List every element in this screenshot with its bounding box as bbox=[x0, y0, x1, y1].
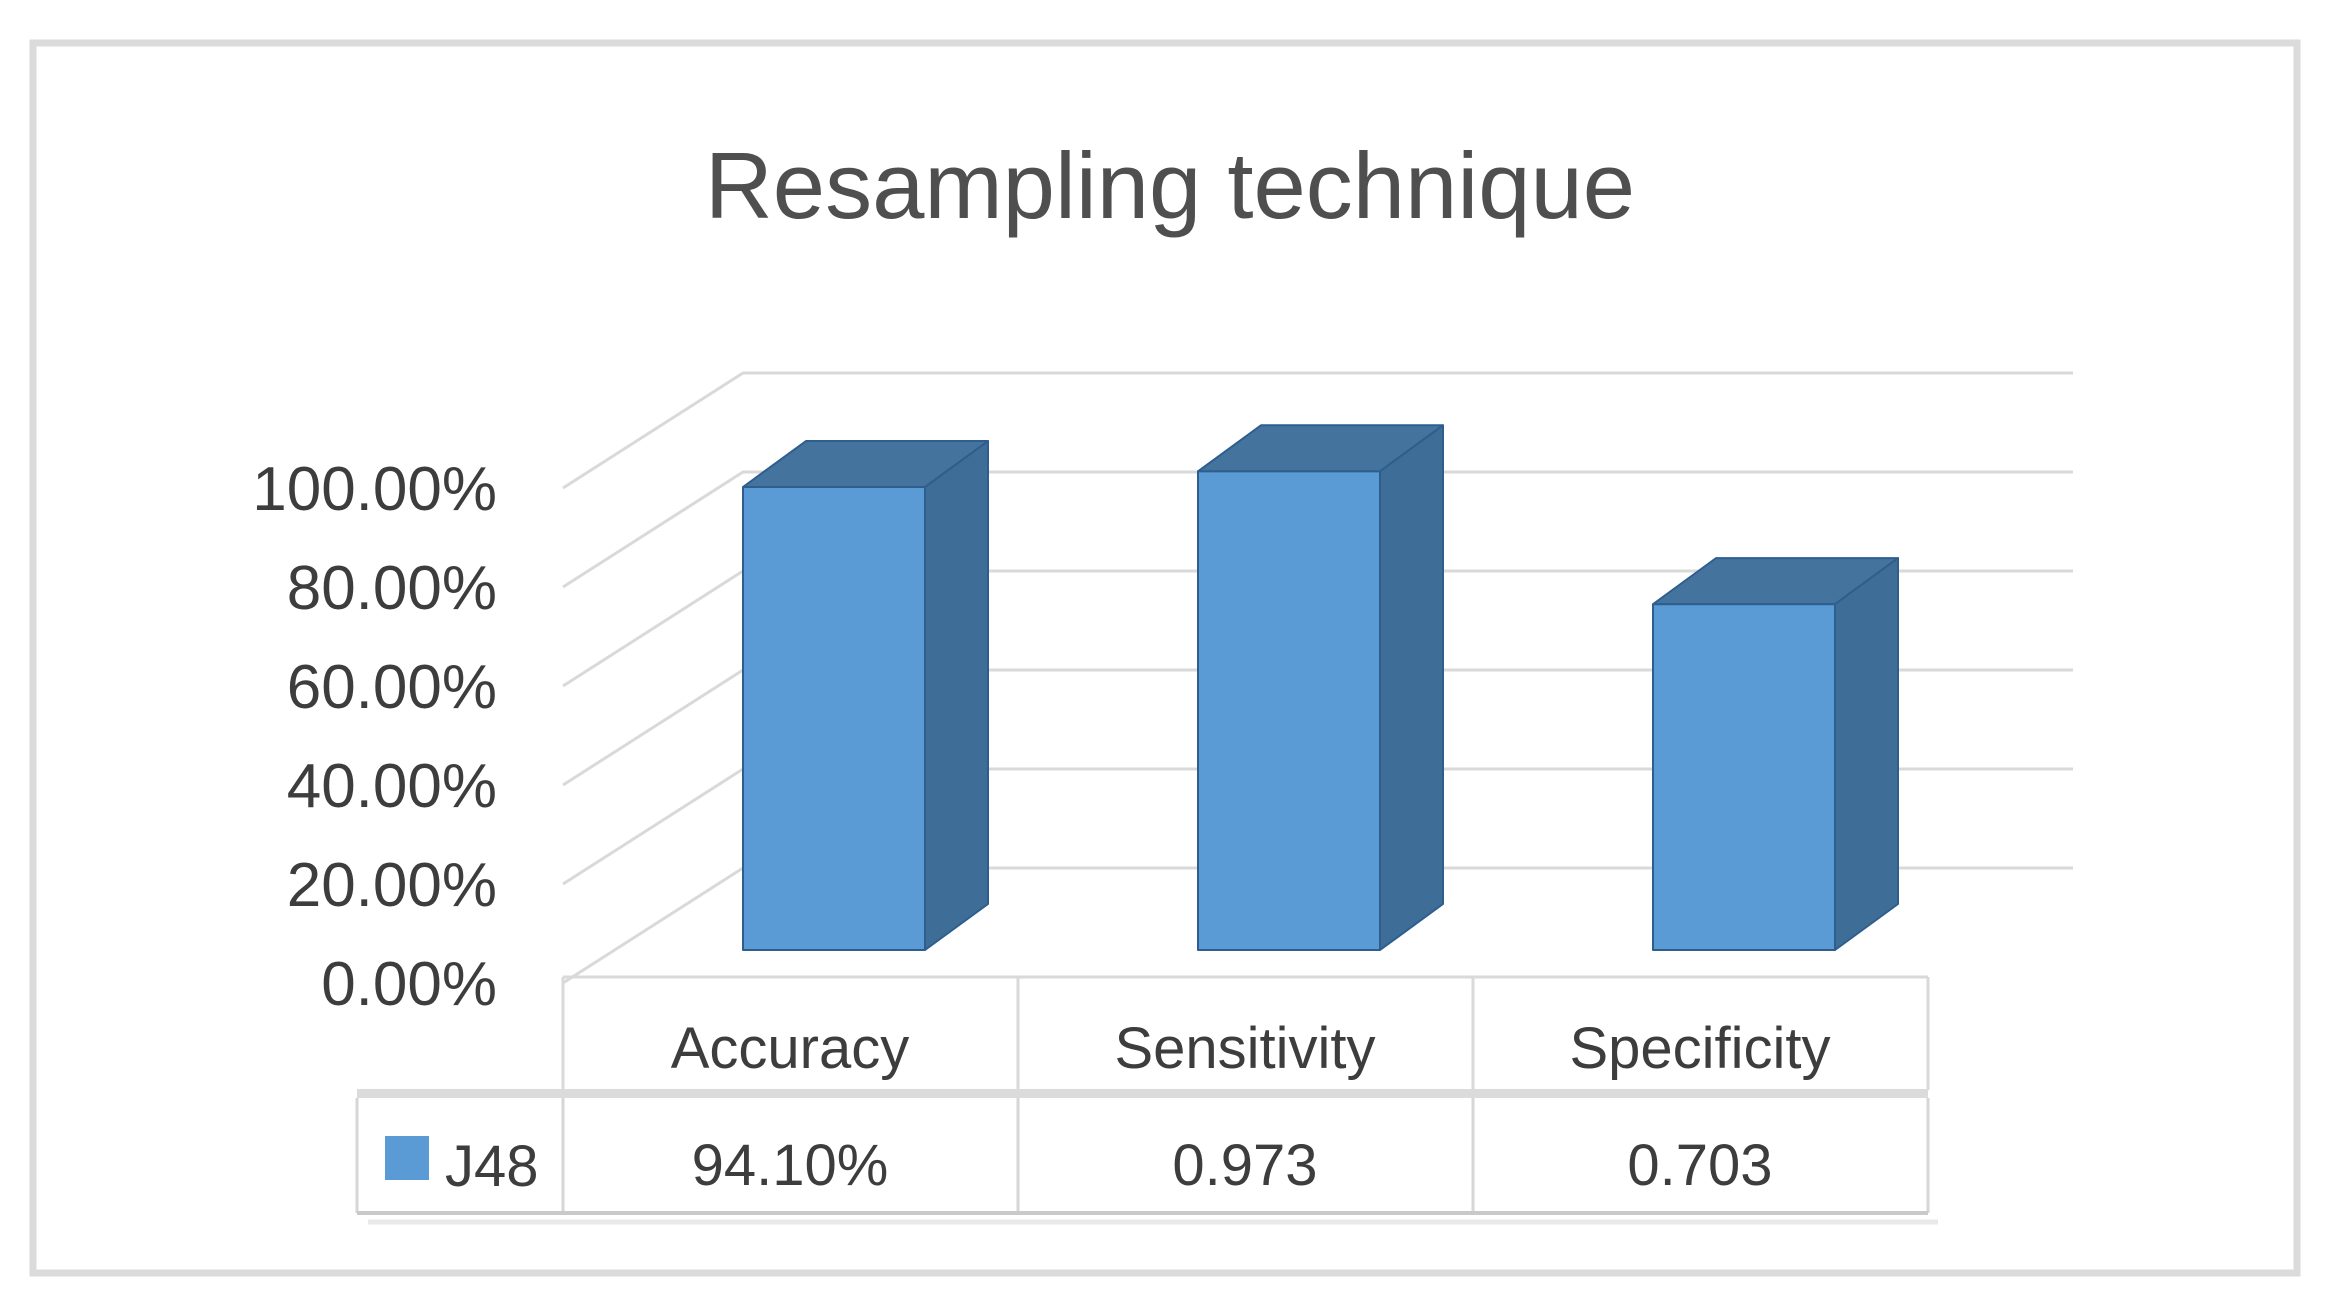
y-tick-label: 0.00% bbox=[321, 950, 497, 1019]
y-tick-label: 80.00% bbox=[287, 554, 497, 623]
y-tick-label: 100.00% bbox=[252, 455, 497, 524]
series-value: 0.703 bbox=[1627, 1133, 1772, 1198]
chart-border bbox=[29, 39, 2301, 1277]
gridlines bbox=[562, 371, 2073, 985]
gridline bbox=[562, 470, 2073, 589]
data-table: Accuracy Sensitivity Specificity J48 94.… bbox=[355, 975, 1938, 1225]
y-axis: 100.00% 80.00% 60.00% 40.00% 20.00% 0.00… bbox=[252, 455, 497, 1019]
y-tick-label: 60.00% bbox=[287, 653, 497, 722]
table-header-divider bbox=[357, 1089, 1928, 1098]
category-label: Sensitivity bbox=[1114, 1016, 1375, 1081]
series-value: 94.10% bbox=[692, 1133, 889, 1198]
gridline bbox=[562, 371, 2073, 490]
legend-swatch-icon bbox=[385, 1136, 429, 1180]
category-label: Accuracy bbox=[671, 1016, 910, 1081]
y-tick-label: 40.00% bbox=[287, 752, 497, 821]
bar-front-face bbox=[1652, 603, 1836, 951]
y-tick-label: 20.00% bbox=[287, 851, 497, 920]
bar-side-face bbox=[1379, 424, 1444, 951]
series-value: 0.973 bbox=[1172, 1133, 1317, 1198]
chart-title: Resampling technique bbox=[705, 133, 1635, 238]
category-label: Specificity bbox=[1569, 1016, 1830, 1081]
legend-series-label: J48 bbox=[445, 1134, 539, 1199]
bar-front-face bbox=[1197, 470, 1381, 951]
bar-side-face bbox=[1834, 557, 1899, 951]
bar-front-face bbox=[742, 486, 926, 951]
bar-side-face bbox=[924, 440, 989, 951]
bars bbox=[742, 424, 1899, 951]
